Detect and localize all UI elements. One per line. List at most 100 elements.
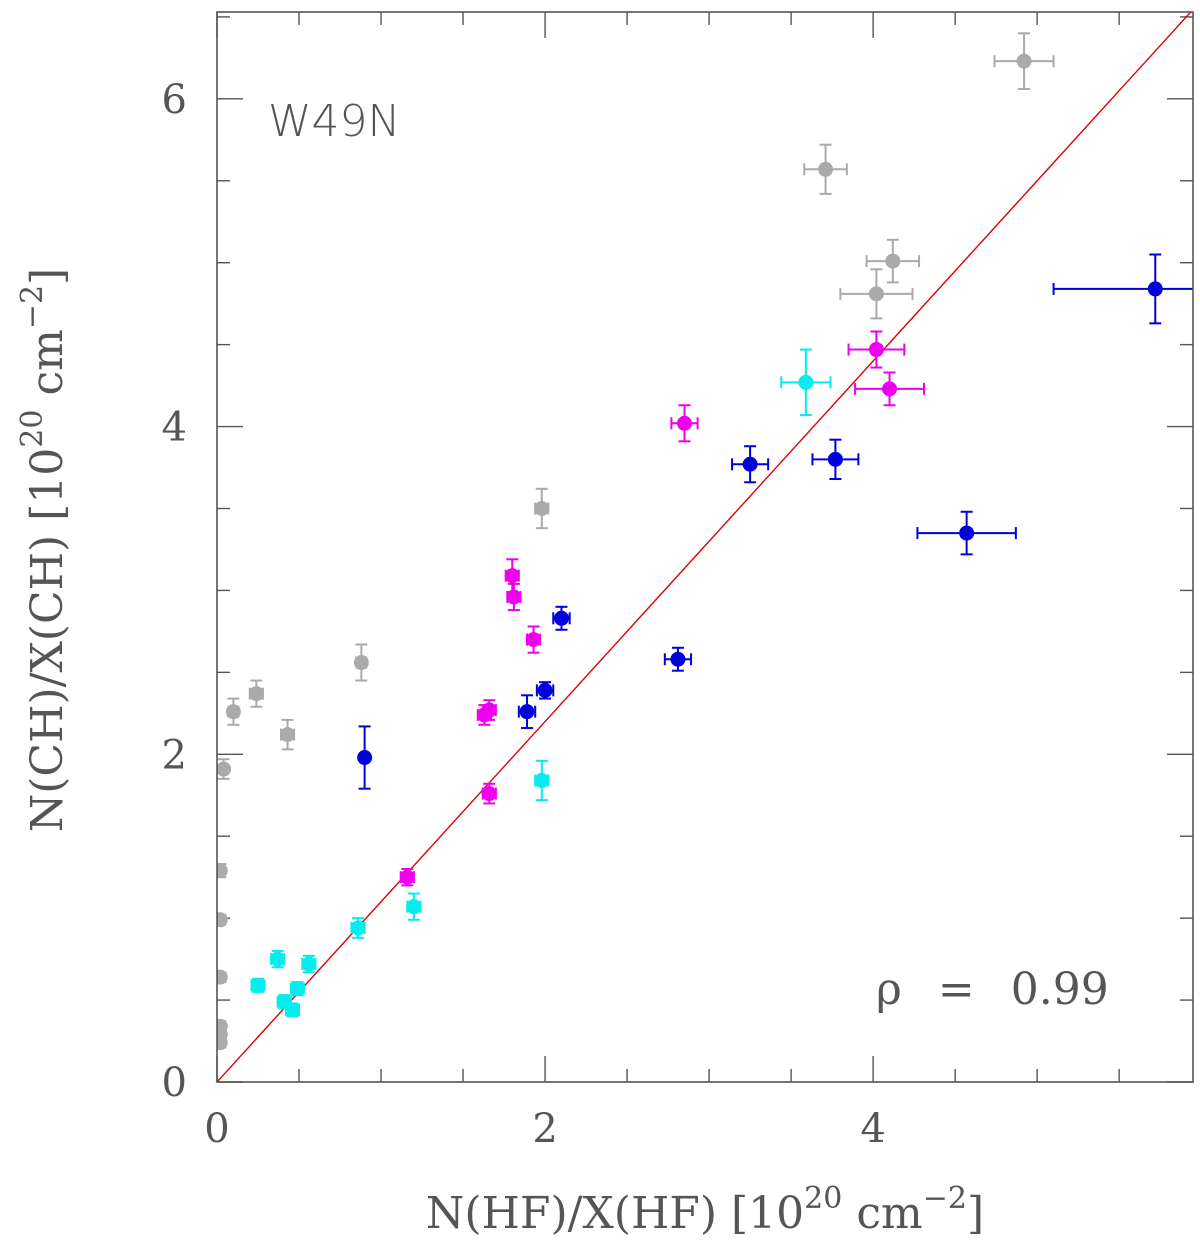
series-magenta: [399, 330, 925, 887]
point-marker: [534, 500, 550, 516]
series-blue: [357, 253, 1193, 790]
data-point: [284, 1002, 301, 1018]
y-axis-label-sup2: −2: [15, 285, 50, 329]
y-axis-label-sup: 20: [15, 410, 50, 448]
series-gray: [217, 32, 1055, 1051]
data-point: [217, 758, 232, 780]
data-point: [916, 510, 1017, 556]
point-marker: [885, 253, 901, 269]
data-point: [289, 981, 305, 997]
data-point: [1052, 253, 1193, 325]
point-marker: [350, 920, 366, 936]
data-point: [476, 704, 492, 726]
point-marker: [248, 686, 264, 702]
data-point: [847, 330, 906, 369]
y-axis-label-end: ]: [22, 268, 73, 285]
y-tick-label: 2: [162, 732, 187, 778]
y-axis-label-unit: cm: [22, 329, 73, 409]
data-point: [552, 605, 571, 631]
y-axis-label: N(CH)/X(CH) [1020 cm−2]: [15, 268, 73, 832]
data-point: [250, 977, 266, 993]
data-point: [854, 371, 925, 407]
point-marker: [399, 869, 415, 885]
data-point: [399, 867, 415, 887]
point-marker: [217, 1035, 228, 1051]
data-point: [534, 487, 550, 530]
data-point: [217, 863, 228, 879]
x-axis-label-main: N(HF)/X(HF) [10: [426, 1188, 804, 1239]
point-marker: [798, 374, 814, 390]
point-marker: [476, 707, 492, 723]
x-axis-label-sup2: −2: [923, 1181, 967, 1216]
point-marker: [868, 286, 884, 302]
data-points-layer: [217, 32, 1193, 1051]
point-marker: [284, 1002, 300, 1018]
data-point: [865, 238, 921, 284]
point-marker: [670, 651, 686, 667]
point-marker: [537, 682, 553, 698]
data-point: [517, 694, 537, 730]
y-tick-label: 4: [162, 405, 187, 451]
point-marker: [357, 750, 373, 766]
data-point: [504, 558, 520, 594]
point-marker: [959, 525, 975, 541]
data-point: [506, 582, 522, 612]
data-point: [839, 268, 914, 320]
point-marker: [818, 161, 834, 177]
x-axis-label-end: ]: [967, 1188, 984, 1239]
data-point: [225, 697, 241, 726]
point-marker: [289, 981, 305, 997]
point-marker: [553, 610, 569, 626]
data-point: [535, 681, 555, 700]
data-point: [803, 143, 848, 195]
x-axis-label: N(HF)/X(HF) [1020 cm−2]: [426, 1181, 984, 1239]
data-point: [663, 646, 693, 672]
point-marker: [280, 727, 296, 743]
fit-line-layer: [217, 12, 1192, 1082]
data-point: [279, 718, 296, 751]
plot-frame: [216, 11, 1194, 1083]
point-marker: [519, 704, 535, 720]
point-marker: [353, 655, 369, 671]
y-axis-label-main: N(CH)/X(CH) [10: [22, 448, 73, 833]
point-marker: [534, 772, 550, 788]
point-marker: [504, 568, 520, 584]
point-marker: [1147, 281, 1163, 297]
point-marker: [217, 863, 228, 879]
point-marker: [217, 761, 232, 777]
data-point: [993, 32, 1055, 91]
data-point: [526, 625, 542, 654]
rho-equals: =: [938, 964, 975, 1015]
data-point: [406, 892, 422, 921]
point-marker: [217, 969, 228, 985]
rho-value: 0.99: [1011, 964, 1109, 1015]
data-point: [353, 643, 369, 682]
data-point: [217, 912, 228, 928]
data-point: [270, 949, 286, 969]
x-tick-label: 0: [204, 1106, 229, 1152]
data-point: [731, 445, 770, 484]
point-marker: [742, 456, 758, 472]
point-marker: [676, 415, 692, 431]
point-marker: [882, 381, 898, 397]
point-marker: [250, 977, 266, 993]
rho-symbol: ρ: [876, 964, 902, 1015]
point-marker: [827, 451, 843, 467]
data-point: [670, 404, 699, 443]
fit-line: [217, 12, 1192, 1082]
point-marker: [526, 632, 542, 648]
x-tick-label: 4: [860, 1106, 885, 1152]
data-point: [350, 917, 366, 939]
field-annotation: W49N: [268, 96, 400, 147]
point-marker: [481, 786, 497, 802]
y-tick-label: 0: [162, 1060, 187, 1106]
x-axis-label-unit: cm: [842, 1188, 922, 1239]
point-marker: [868, 342, 884, 358]
point-marker: [301, 956, 317, 972]
point-marker: [1016, 53, 1032, 69]
x-tick-label: 2: [532, 1106, 557, 1152]
data-point: [301, 954, 317, 974]
data-point: [481, 782, 497, 805]
y-tick-label: 6: [162, 77, 187, 123]
